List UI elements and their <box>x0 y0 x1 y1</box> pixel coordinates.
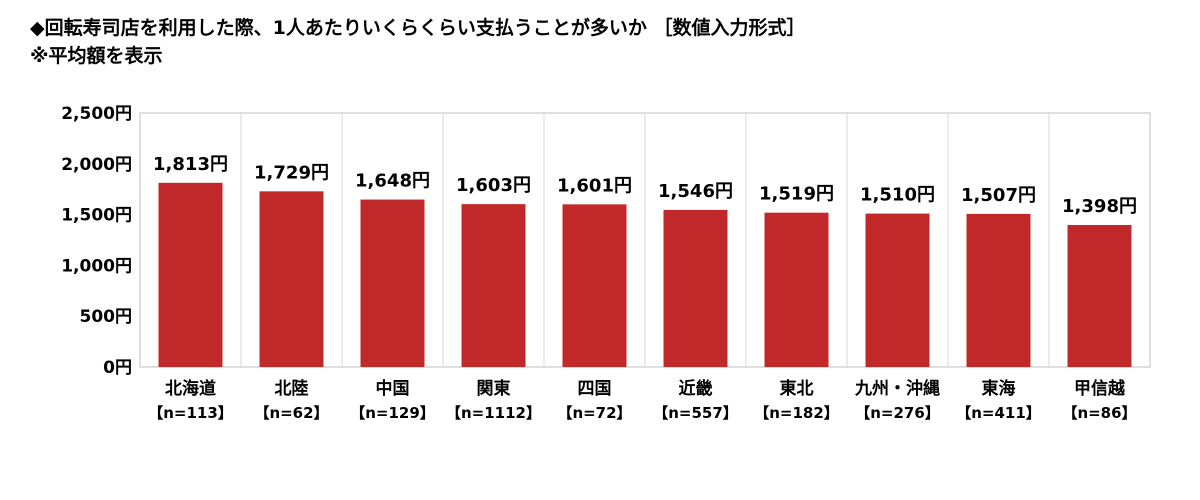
bar <box>663 209 728 367</box>
y-tick-label: 500円 <box>80 307 133 327</box>
data-label: 1,601円 <box>557 175 632 196</box>
category-label: 九州・沖縄 <box>854 378 940 399</box>
category-label: 北陸 <box>275 378 309 399</box>
bar <box>158 182 223 367</box>
sample-size-label: 【n=411】 <box>956 404 1041 422</box>
data-label: 1,546円 <box>658 181 733 202</box>
category-label: 関東 <box>477 378 511 399</box>
data-label: 1,507円 <box>961 185 1036 206</box>
data-label: 1,519円 <box>759 184 834 205</box>
bar <box>562 204 627 367</box>
bar <box>461 204 526 367</box>
sample-size-label: 【n=113】 <box>148 404 233 422</box>
data-label: 1,398円 <box>1062 196 1137 217</box>
sample-size-label: 【n=1112】 <box>446 404 541 422</box>
y-tick-label: 1,000円 <box>61 256 132 276</box>
data-label: 1,603円 <box>456 175 531 196</box>
category-label: 中国 <box>376 378 410 399</box>
y-tick-label: 2,000円 <box>61 155 132 175</box>
bar <box>764 212 829 367</box>
bar <box>966 213 1031 367</box>
sample-size-label: 【n=276】 <box>855 404 940 422</box>
chart-title: ◆回転寿司店を利用した際、1人あたりいくらくらい支払うことが多いか ［数値入力形… <box>30 17 806 39</box>
y-tick-label: 2,500円 <box>61 104 132 124</box>
bar <box>259 191 324 367</box>
bar <box>360 199 425 367</box>
chart-title-block: ◆回転寿司店を利用した際、1人あたりいくらくらい支払うことが多いか ［数値入力形… <box>30 14 805 70</box>
category-label: 近畿 <box>679 378 713 399</box>
data-label: 1,729円 <box>254 162 329 183</box>
data-label: 1,813円 <box>153 154 228 175</box>
category-label: 四国 <box>578 379 612 399</box>
category-label: 北海道 <box>165 378 216 399</box>
chart-subtitle: ※平均額を表示 <box>30 45 163 67</box>
sample-size-label: 【n=86】 <box>1062 404 1136 422</box>
sample-size-label: 【n=182】 <box>754 404 839 422</box>
sample-size-label: 【n=557】 <box>653 404 738 422</box>
y-tick-label: 0円 <box>103 358 132 378</box>
sample-size-label: 【n=129】 <box>350 404 435 422</box>
category-label: 東北 <box>780 378 814 399</box>
y-tick-label: 1,500円 <box>61 206 132 226</box>
sample-size-label: 【n=62】 <box>254 404 328 422</box>
bar <box>1067 224 1132 367</box>
category-label: 東海 <box>982 378 1016 399</box>
sample-size-label: 【n=72】 <box>557 404 631 422</box>
bar <box>865 213 930 367</box>
data-label: 1,510円 <box>860 185 935 206</box>
category-label: 甲信越 <box>1074 378 1126 399</box>
data-label: 1,648円 <box>355 171 430 192</box>
